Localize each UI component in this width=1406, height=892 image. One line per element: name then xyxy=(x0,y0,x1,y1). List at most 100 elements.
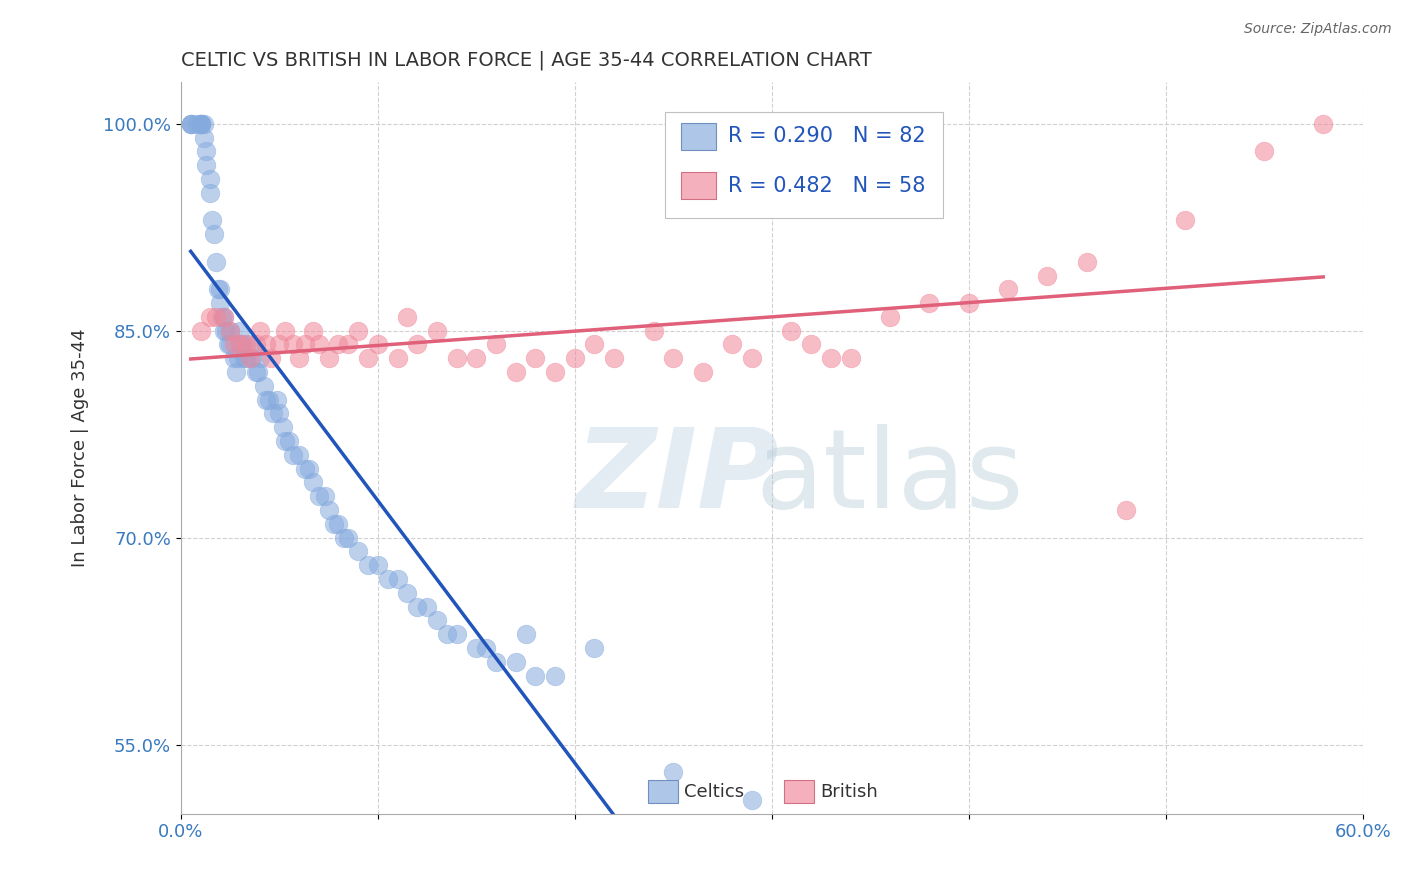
Point xyxy=(416,599,439,614)
Point xyxy=(839,351,862,366)
Point xyxy=(271,420,294,434)
Point xyxy=(426,614,449,628)
Point xyxy=(180,117,202,131)
Point xyxy=(918,296,941,310)
Point xyxy=(274,324,297,338)
Point xyxy=(367,337,389,351)
Point xyxy=(328,516,350,531)
Point xyxy=(328,337,350,351)
Point xyxy=(485,337,508,351)
Point xyxy=(212,310,235,324)
Text: R = 0.290   N = 82: R = 0.290 N = 82 xyxy=(728,126,925,145)
Text: R = 0.482   N = 58: R = 0.482 N = 58 xyxy=(728,177,925,196)
Point xyxy=(294,337,316,351)
Point xyxy=(239,351,262,366)
Point xyxy=(190,324,212,338)
Point xyxy=(1076,254,1098,268)
Point xyxy=(235,351,257,366)
Point xyxy=(215,324,238,338)
Text: Source: ZipAtlas.com: Source: ZipAtlas.com xyxy=(1244,22,1392,37)
Point xyxy=(202,227,225,241)
FancyBboxPatch shape xyxy=(783,780,814,804)
Point xyxy=(281,448,304,462)
Text: Celtics: Celtics xyxy=(685,782,744,801)
Point xyxy=(193,117,215,131)
Point xyxy=(219,324,242,338)
Point xyxy=(465,351,488,366)
Point xyxy=(195,145,218,159)
Point xyxy=(544,668,567,682)
Point xyxy=(245,337,267,351)
Point xyxy=(485,655,508,669)
Point xyxy=(741,793,763,807)
Point xyxy=(436,627,458,641)
Point xyxy=(235,337,257,351)
Point xyxy=(367,558,389,573)
Point xyxy=(222,337,245,351)
Point xyxy=(446,351,468,366)
Point xyxy=(201,213,224,227)
Point xyxy=(190,117,212,131)
Point xyxy=(301,475,323,490)
Point xyxy=(226,351,249,366)
Point xyxy=(205,310,228,324)
Point xyxy=(524,668,547,682)
FancyBboxPatch shape xyxy=(681,122,716,151)
Point xyxy=(222,351,245,366)
Point xyxy=(262,407,284,421)
Point xyxy=(314,489,336,503)
Point xyxy=(212,310,235,324)
Point xyxy=(254,392,277,407)
FancyBboxPatch shape xyxy=(681,171,716,199)
Point xyxy=(347,544,370,558)
Point xyxy=(662,351,685,366)
Point xyxy=(190,117,212,131)
Point xyxy=(229,337,252,351)
Point xyxy=(475,640,498,655)
FancyBboxPatch shape xyxy=(648,780,678,804)
Point xyxy=(231,337,253,351)
Point xyxy=(997,282,1019,296)
Point xyxy=(524,351,547,366)
Point xyxy=(337,531,360,545)
Point xyxy=(246,365,269,379)
Point xyxy=(318,503,340,517)
Point xyxy=(1036,268,1059,283)
Y-axis label: In Labor Force | Age 35-44: In Labor Force | Age 35-44 xyxy=(72,328,89,567)
Point xyxy=(252,379,274,393)
Point xyxy=(721,337,744,351)
Point xyxy=(240,351,263,366)
Point xyxy=(505,655,527,669)
Point xyxy=(515,627,537,641)
Point xyxy=(193,130,215,145)
Point xyxy=(249,324,271,338)
Point xyxy=(207,282,229,296)
Point xyxy=(337,337,360,351)
Point xyxy=(212,324,235,338)
Point xyxy=(239,337,262,351)
Point xyxy=(200,310,222,324)
Point xyxy=(274,434,297,448)
Point xyxy=(544,365,567,379)
Point xyxy=(387,572,409,586)
Point xyxy=(209,282,232,296)
Point xyxy=(603,351,626,366)
Point xyxy=(879,310,901,324)
Text: British: British xyxy=(820,782,877,801)
Point xyxy=(219,324,242,338)
Point xyxy=(288,448,311,462)
Point xyxy=(269,337,291,351)
Point xyxy=(229,337,252,351)
Point xyxy=(259,392,281,407)
Point xyxy=(195,158,218,172)
FancyBboxPatch shape xyxy=(665,112,943,218)
Point xyxy=(323,516,346,531)
Point xyxy=(465,640,488,655)
Point xyxy=(254,337,277,351)
Point xyxy=(281,337,304,351)
Point xyxy=(260,351,283,366)
Point xyxy=(564,351,586,366)
Point xyxy=(1253,145,1275,159)
Point xyxy=(190,117,212,131)
Point xyxy=(583,337,606,351)
